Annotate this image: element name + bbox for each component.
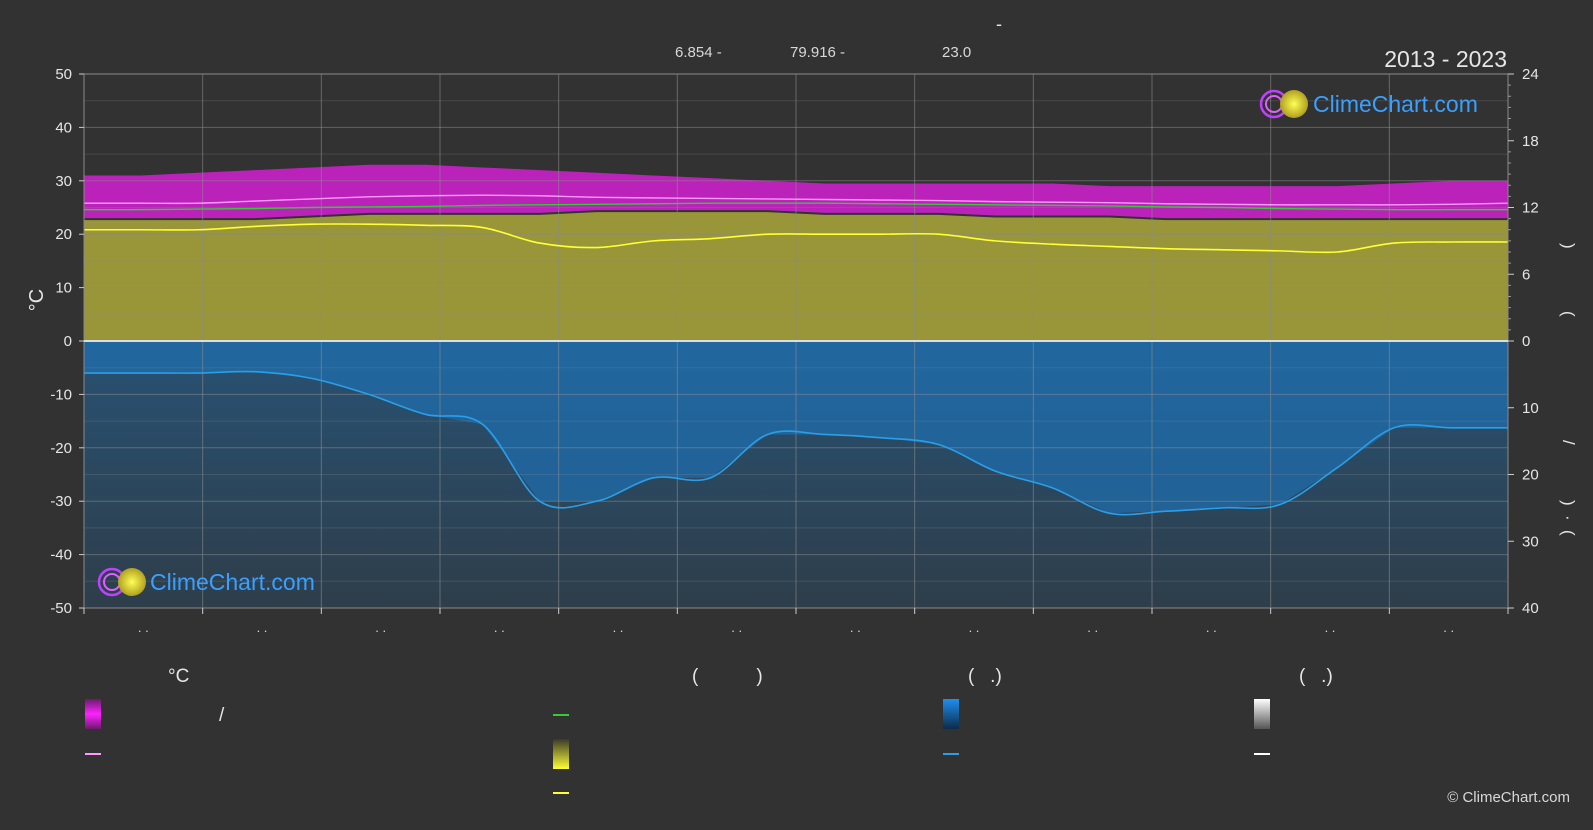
right-axis-top-glyph-2: ( (1559, 311, 1578, 317)
x-tick-label: . . (969, 620, 980, 635)
elevation-text: 23.0 (942, 44, 971, 61)
left-tick-label: 50 (55, 66, 72, 83)
right-top-tick-label: 18 (1522, 133, 1539, 150)
right-axis-bottom-glyph-1: / (1559, 440, 1578, 445)
legend-swatch-temp-band (85, 699, 101, 729)
legend-text-temp-band: / (219, 705, 225, 726)
x-tick-label: . . (375, 620, 386, 635)
brand-name-bottom: ClimeChart.com (150, 569, 315, 595)
x-axis-ticks: . . . . . . . . . . . . . . . . . . . . . . . . (83, 608, 1509, 635)
x-tick-label: . . (1443, 620, 1454, 635)
x-tick-label: . . (850, 620, 861, 635)
right-axis-bottom-ticks: 10 20 30 40 (1508, 400, 1539, 617)
copyright: © ClimeChart.com (1447, 789, 1570, 806)
right-axis-top-ticks: 24 18 12 6 0 (1508, 66, 1539, 350)
x-tick-label: . . (1087, 620, 1098, 635)
legend-heading-sun: ( ) (692, 666, 763, 687)
right-top-tick-label: 12 (1522, 200, 1539, 217)
left-tick-label: -40 (50, 547, 72, 564)
left-tick-label: 40 (55, 119, 72, 136)
series-lines (83, 194, 1509, 516)
left-tick-label: 10 (55, 280, 72, 297)
longitude-text: 79.916 - (790, 44, 845, 61)
right-axis-bottom-glyph-4: ( (1559, 530, 1578, 536)
left-tick-label: -50 (50, 600, 72, 617)
logo-ring-inner-icon (1265, 95, 1283, 113)
left-axis-ticks: 50 40 30 20 10 0 -10 -20 -30 -40 -50 (50, 66, 84, 617)
brand-logo-bottom: ClimeChart.com (97, 567, 315, 597)
latitude-text: 6.854 - (675, 44, 722, 61)
x-tick-label: . . (613, 620, 624, 635)
left-tick-label: -30 (50, 493, 72, 510)
legend-heading-snow: ( .) (1299, 666, 1333, 687)
left-tick-label: -20 (50, 440, 72, 457)
plot-area (83, 73, 1509, 609)
right-axis-bottom-glyph-3: · (1559, 515, 1578, 521)
legend-heading-temperature: °C (168, 666, 189, 687)
right-axis-bottom-glyph-2: ) (1559, 500, 1578, 506)
legend: °C ( ) ( .) ( .) / (85, 666, 1333, 794)
left-tick-label: 30 (55, 173, 72, 190)
legend-swatch-sun-band (553, 739, 569, 769)
sunshine-line (83, 223, 1509, 254)
logo-sun-icon (118, 568, 146, 596)
mean-temperature-line (83, 194, 1509, 206)
x-tick-label: . . (257, 620, 268, 635)
left-tick-label: 20 (55, 226, 72, 243)
legend-heading-rain: ( .) (968, 666, 1002, 687)
year-range: 2013 - 2023 (1384, 46, 1507, 72)
left-tick-label: 0 (64, 333, 72, 350)
x-tick-label: . . (1206, 620, 1217, 635)
x-tick-label: . . (494, 620, 505, 635)
right-axis-top-glyph-1: ) (1559, 243, 1578, 249)
chart-title: - (996, 14, 1002, 34)
logo-sun-icon (1280, 90, 1308, 118)
right-top-tick-label: 0 (1522, 333, 1530, 350)
brand-logo-top: ClimeChart.com (1259, 89, 1478, 119)
dew-point-line (83, 202, 1508, 211)
x-tick-label: . . (731, 620, 742, 635)
right-top-tick-label: 24 (1522, 66, 1539, 83)
left-axis-label: °C (26, 289, 48, 311)
right-bottom-tick-label: 20 (1522, 467, 1539, 484)
legend-swatch-rain-band (943, 699, 959, 729)
right-bottom-tick-label: 40 (1522, 600, 1539, 617)
brand-name-top: ClimeChart.com (1313, 91, 1478, 117)
precipitation-line (84, 370, 1508, 516)
left-tick-label: -10 (50, 386, 72, 403)
legend-swatch-snow-band (1254, 699, 1270, 729)
x-tick-label: . . (138, 620, 149, 635)
x-tick-label: . . (1325, 620, 1336, 635)
right-bottom-tick-label: 30 (1522, 533, 1539, 550)
right-top-tick-label: 6 (1522, 266, 1530, 283)
right-bottom-tick-label: 10 (1522, 400, 1539, 417)
